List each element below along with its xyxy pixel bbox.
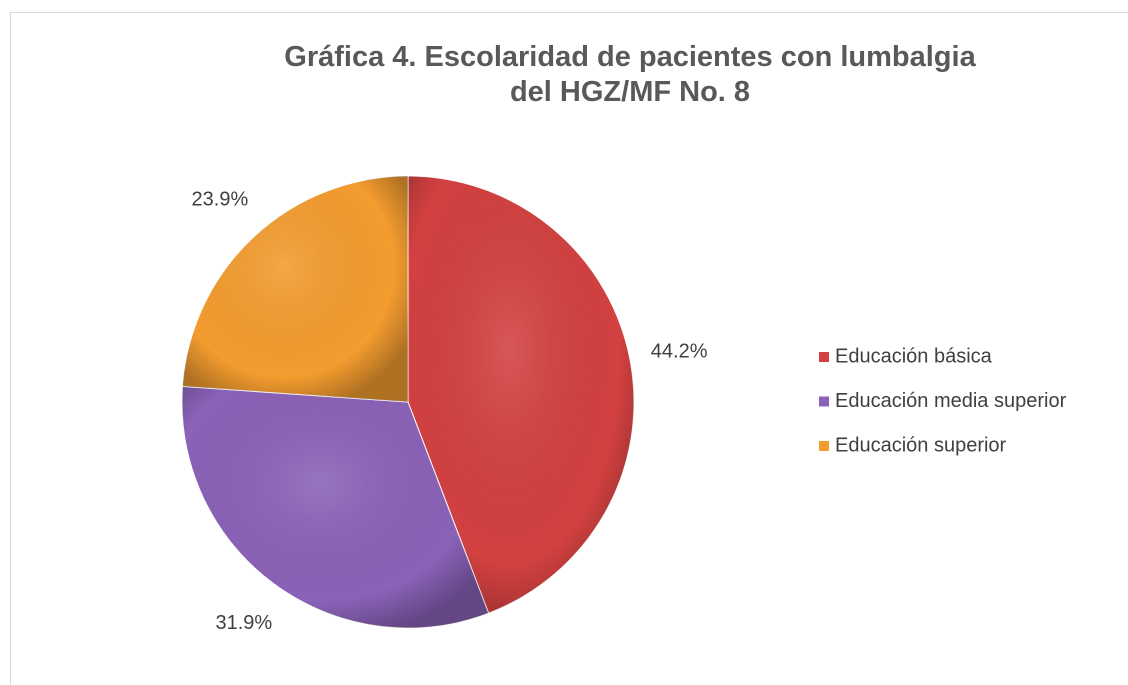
legend-label: Educación media superior [835,390,1067,412]
legend-swatch [819,441,829,451]
legend-swatch [819,352,829,362]
legend-label: Educación básica [835,345,993,367]
legend-label: Educación superior [835,434,1007,456]
chart-title: Gráfica 4. Escolaridad de pacientes con … [284,41,976,108]
data-label: 31.9% [215,612,272,634]
chart-border [10,12,1128,685]
legend-swatch [819,396,829,407]
data-label: 44.2% [651,340,708,362]
data-label: 23.9% [192,189,249,211]
